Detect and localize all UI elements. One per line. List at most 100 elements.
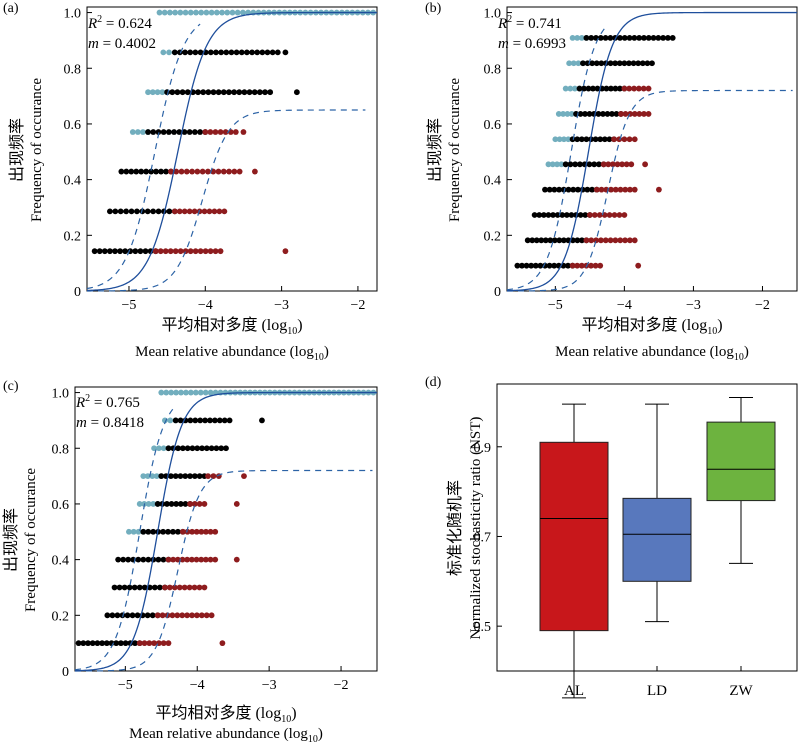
y-axis-label-cn: 出现频率 [426, 118, 444, 182]
data-point [197, 49, 204, 56]
data-point [212, 129, 219, 135]
data-point [207, 556, 214, 563]
data-point [635, 262, 642, 269]
data-point [604, 111, 611, 117]
data-point [636, 35, 643, 41]
data-point [157, 248, 164, 255]
y-axis-label-en: Frequency of occurance [29, 78, 45, 222]
data-point [189, 528, 196, 535]
data-point [198, 528, 205, 535]
data-point [140, 528, 147, 535]
data-point [617, 35, 623, 41]
data-point [198, 612, 205, 619]
data-point [606, 136, 613, 143]
data-point [128, 208, 135, 215]
m-stat: m = 0.8418 [76, 415, 144, 431]
data-point [251, 89, 258, 96]
data-point [161, 9, 168, 16]
data-point [217, 248, 224, 255]
data-point [198, 9, 205, 16]
x-tick-label: −2 [334, 678, 349, 693]
data-point [104, 612, 111, 619]
data-point [262, 89, 268, 96]
data-point [197, 129, 203, 135]
data-point [583, 237, 590, 244]
data-point [626, 136, 633, 143]
data-point [187, 49, 194, 56]
data-point [156, 9, 163, 16]
data-point [558, 161, 565, 168]
data-point [145, 129, 151, 135]
data-point [246, 89, 253, 96]
data-point [145, 556, 152, 563]
data-point [577, 161, 583, 168]
data-point [173, 389, 179, 396]
data-point [144, 208, 151, 215]
data-point [251, 168, 258, 175]
data-point [221, 208, 228, 215]
data-point [124, 612, 131, 619]
data-point [182, 473, 189, 479]
data-point [160, 129, 167, 135]
data-point [207, 528, 214, 535]
panel-label: (c) [3, 379, 19, 394]
data-point [628, 161, 635, 168]
y-axis-label-en: Normalized stochasticity ratio (NST) [468, 417, 484, 640]
data-point [219, 640, 226, 647]
ci-upper-line [86, 23, 201, 290]
data-point [155, 129, 162, 135]
panel-label: (b) [425, 1, 442, 16]
data-point [222, 389, 229, 396]
data-point [567, 161, 574, 168]
data-point [187, 248, 194, 255]
data-point [101, 248, 108, 255]
data-point [623, 161, 630, 168]
data-point [589, 60, 596, 67]
data-point [115, 556, 122, 563]
data-point [568, 111, 575, 117]
panel-c: (c) −5 −4 −3 −2 0 0.2 0.4 0.6 0.8 1.0 R2 = 0.765 m =… [2, 379, 378, 743]
data-point [566, 60, 573, 67]
data-point [549, 161, 556, 168]
data-point [582, 212, 589, 218]
data-point [645, 111, 652, 117]
data-point [144, 473, 151, 479]
data-point [642, 161, 648, 168]
x-tick-label: −5 [548, 298, 563, 313]
data-point [163, 168, 169, 175]
data-point [598, 237, 604, 244]
data-point [181, 584, 188, 591]
data-point [168, 389, 175, 396]
data-point [614, 161, 621, 168]
data-point [586, 161, 593, 168]
data-point [529, 237, 536, 244]
data-point [175, 445, 181, 452]
data-point [602, 35, 609, 41]
ci-upper-line [74, 406, 176, 671]
y-axis-label-cn: 出现频率 [2, 508, 20, 572]
data-point [182, 501, 189, 507]
data-point [159, 612, 166, 619]
data-point [217, 129, 224, 135]
data-point [119, 612, 126, 619]
data-point [122, 248, 129, 255]
data-point [574, 136, 581, 143]
data-point [144, 612, 151, 619]
data-point [176, 584, 183, 591]
data-point [602, 237, 609, 244]
data-point [192, 248, 199, 255]
data-point [616, 212, 623, 218]
data-point [542, 237, 549, 244]
data-point [111, 584, 118, 591]
data-point [207, 389, 214, 396]
data-point [136, 584, 143, 591]
data-point [233, 501, 240, 507]
data-point [585, 85, 592, 92]
data-point [194, 168, 201, 175]
data-point [191, 473, 198, 479]
plot-frame [74, 386, 378, 672]
data-point [223, 49, 230, 56]
box-AL [539, 441, 609, 632]
data-point [191, 129, 198, 135]
data-point [140, 473, 147, 479]
